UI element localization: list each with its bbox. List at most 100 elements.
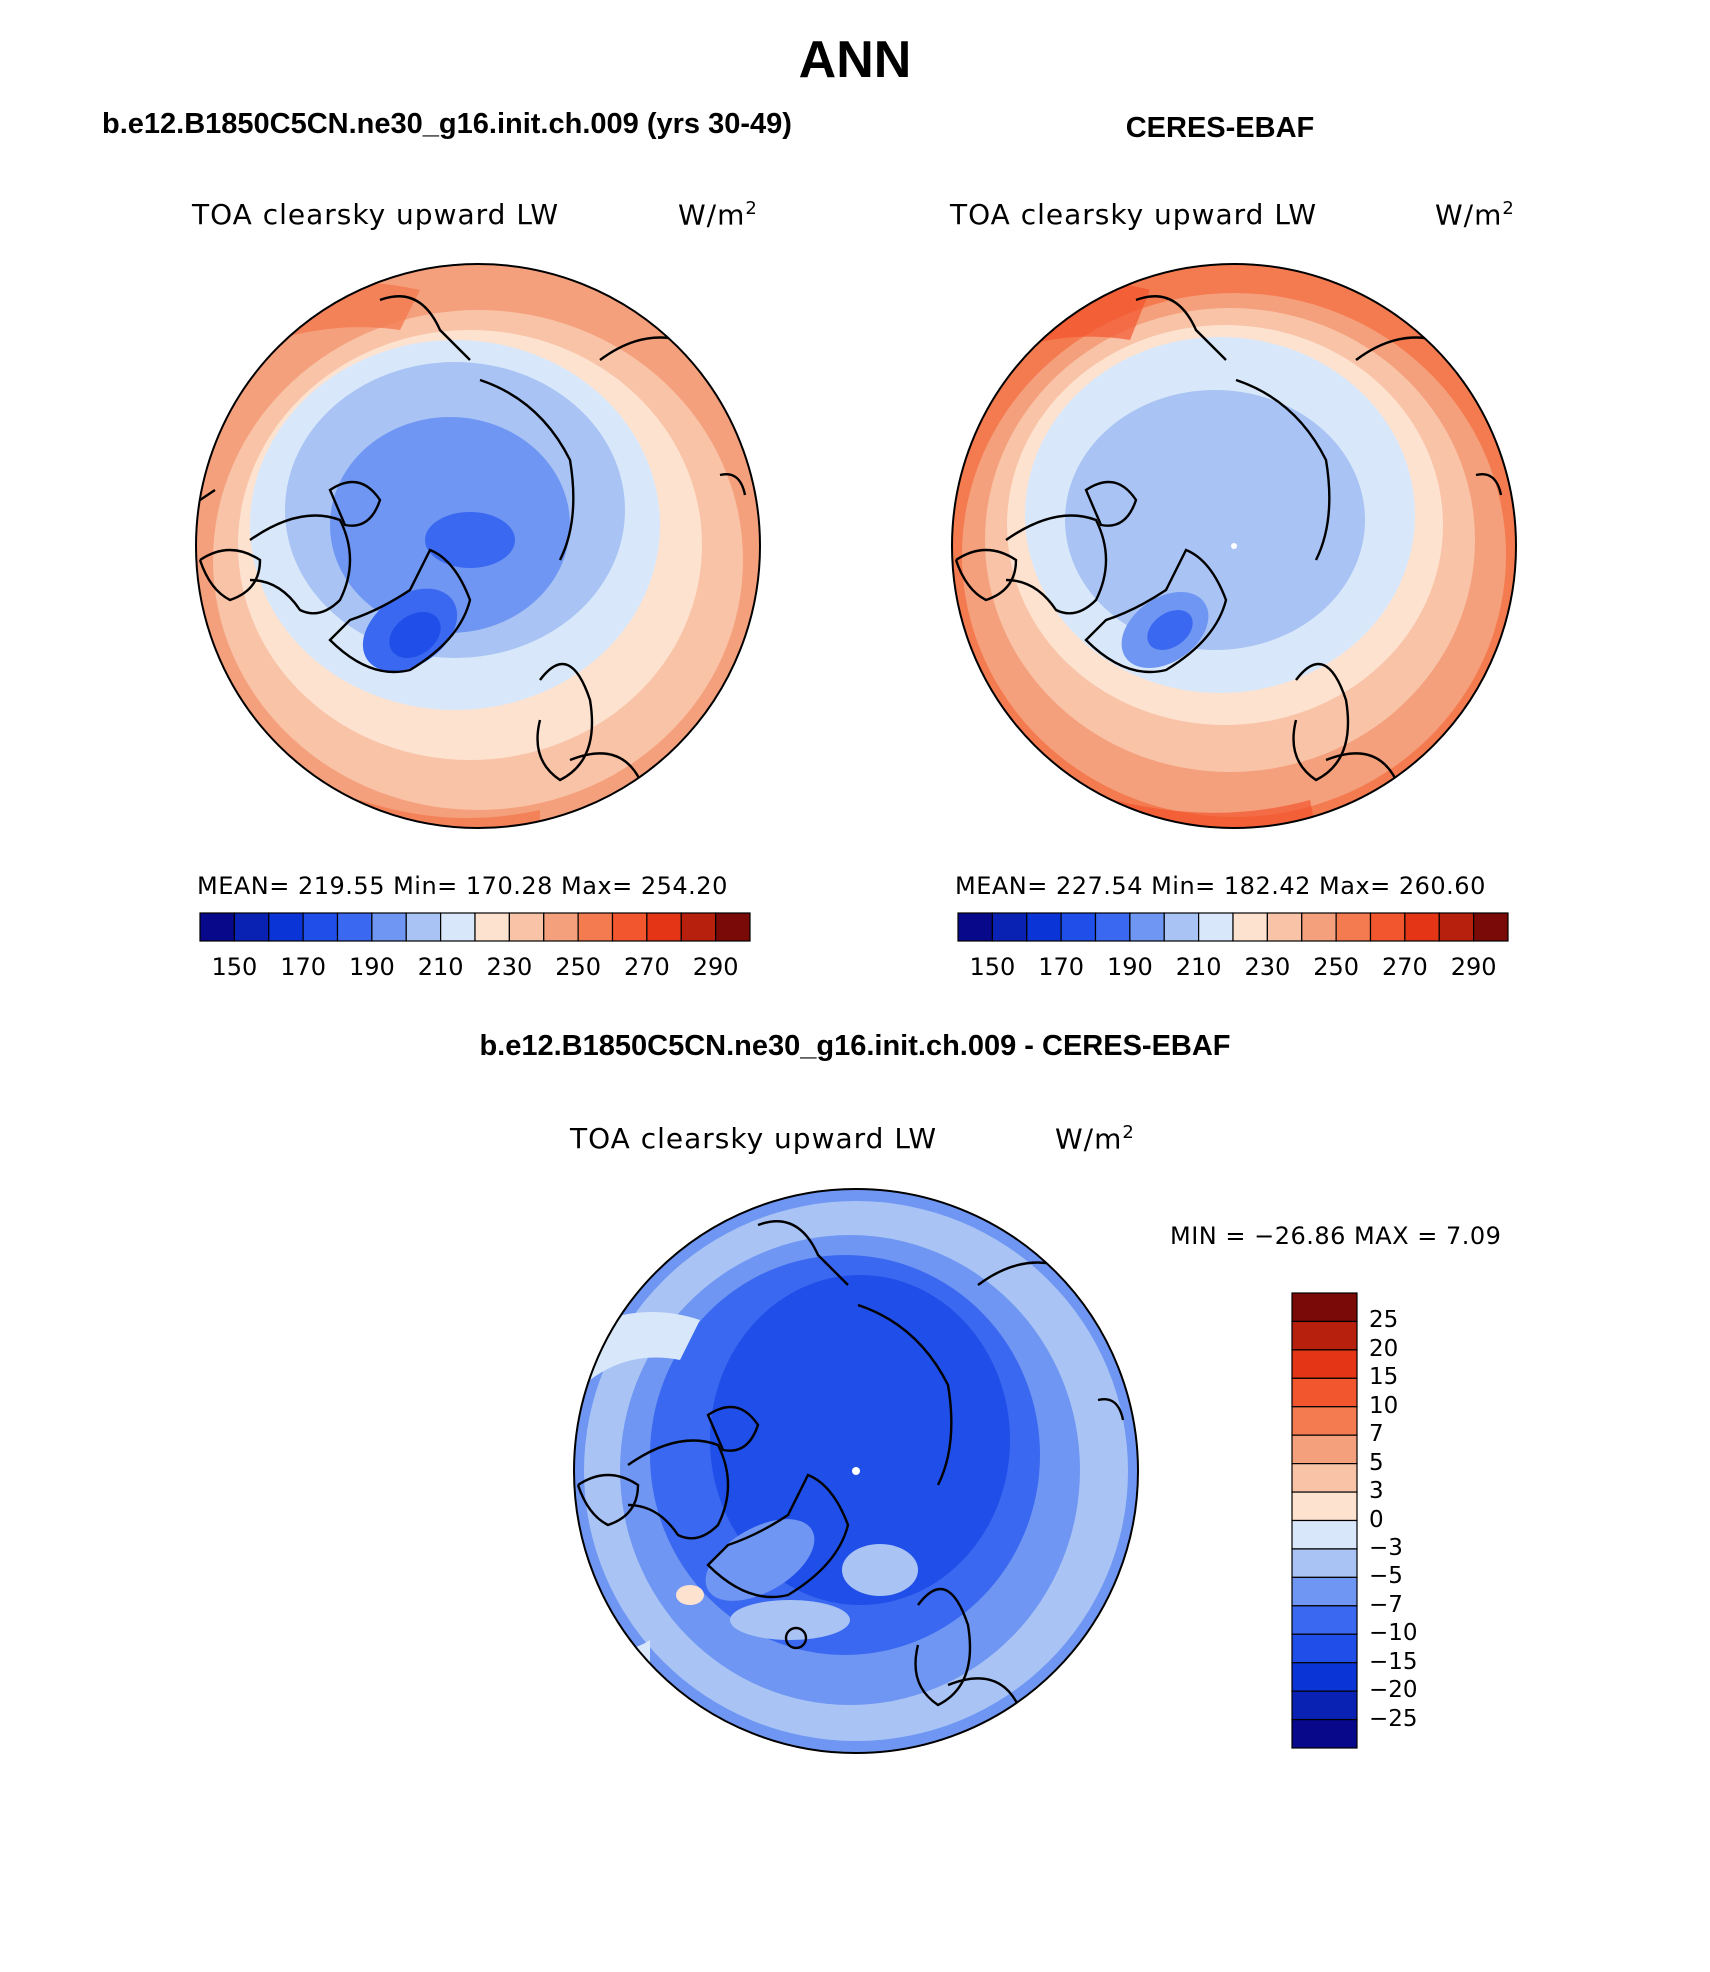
diff-colorbar-swatch [1291,1491,1358,1522]
model-colorbar-swatch [577,912,614,942]
model-colorbar-swatch [680,912,717,942]
model-colorbar-tick-label: 290 [692,953,739,981]
model-colorbar-swatch [233,912,270,942]
diff-colorbar-label: 10 [1369,1392,1399,1419]
model-colorbar-tick-label: 230 [486,953,533,981]
obs-colorbar-swatch [1198,912,1234,942]
obs-colorbar-swatch [1369,912,1406,942]
diff-stats: MIN = −26.86 MAX = 7.09 [1170,1222,1502,1250]
model-colorbar-swatch [268,912,304,942]
model-colorbar-tick-label: 150 [211,953,258,981]
model-colorbar-swatch [611,912,648,942]
model-stats: MEAN= 219.55 Min= 170.28 Max= 254.20 [197,872,728,900]
obs-colorbar-tick-label: 170 [1038,953,1085,981]
obs-colorbar-tick-label: 190 [1106,953,1153,981]
obs-colorbar-tick-label: 250 [1313,953,1360,981]
obs-panel-title: CERES-EBAF [1125,112,1315,144]
model-colorbar-tick-label: 170 [280,953,327,981]
obs-colorbar-swatch [1404,912,1440,942]
obs-colorbar-swatch [1335,912,1372,942]
obs-stats: MEAN= 227.54 Min= 182.42 Max= 260.60 [955,872,1486,900]
diff-colorbar-swatch [1291,1377,1358,1408]
diff-coastlines [576,1220,1125,1707]
model-colorbar-swatch [508,912,545,942]
model-colorbar-swatch [646,912,682,942]
diff-colorbar-label: 15 [1369,1364,1399,1391]
model-panel-title: b.e12.B1850C5CN.ne30_g16.init.ch.009 (yr… [102,108,792,140]
obs-colorbar [957,912,1509,942]
model-colorbar-swatch [474,912,510,942]
obs-units-label: W/m2 [1435,198,1515,232]
model-colorbar-swatch [405,912,442,942]
diff-colorbar-swatch [1291,1633,1358,1664]
obs-polar-map [951,263,1517,829]
diff-colorbar-label: −10 [1369,1620,1418,1647]
diff-colorbar-label: −5 [1369,1563,1403,1590]
diff-colorbar-swatch [1291,1320,1358,1351]
obs-colorbar-swatch [1301,912,1337,942]
obs-colorbar-tick-label: 230 [1244,953,1291,981]
model-colorbar-tick-label: 250 [555,953,602,981]
diff-colorbar-swatch [1291,1519,1358,1550]
diff-colorbar-label: 0 [1369,1506,1384,1533]
diff-colorbar-label: 20 [1369,1335,1399,1362]
diff-colorbar-swatch [1291,1718,1358,1749]
diff-colorbar-swatch [1291,1292,1358,1323]
diff-colorbar-swatch [1291,1662,1358,1692]
diff-colorbar-swatch [1291,1406,1358,1436]
diff-colorbar-label: −20 [1369,1677,1418,1704]
obs-colorbar-swatch [1473,912,1509,942]
model-colorbar-swatch [440,912,476,942]
diff-colorbar-swatch [1291,1349,1358,1379]
obs-colorbar-swatch [1060,912,1097,942]
diff-colorbar-swatch [1291,1434,1358,1465]
diff-variable-label: TOA clearsky upward LW [570,1122,938,1155]
diff-colorbar-label: 25 [1369,1307,1399,1334]
diff-colorbar-label: −7 [1369,1591,1403,1618]
diff-units-label: W/m2 [1055,1122,1135,1156]
model-colorbar-swatch [199,912,235,942]
model-polar-map [195,263,761,829]
model-colorbar-swatch [302,912,339,942]
obs-colorbar-swatch [1026,912,1062,942]
diff-polar-map [573,1188,1139,1754]
model-units-label: W/m2 [678,198,758,232]
diff-colorbar-swatch [1291,1548,1358,1578]
main-title: ANN [798,31,912,89]
model-colorbar-tick-label: 190 [348,953,395,981]
obs-coastlines [954,295,1503,782]
diff-colorbar-label: −3 [1369,1534,1403,1561]
diff-colorbar-swatch [1291,1576,1358,1607]
obs-colorbar-swatch [1438,912,1475,942]
diff-colorbar-swatch [1291,1605,1358,1635]
model-colorbar-swatch [715,912,751,942]
model-colorbar [199,912,751,942]
obs-colorbar-swatch [957,912,993,942]
model-colorbar-tick-label: 270 [623,953,670,981]
obs-colorbar-swatch [1129,912,1165,942]
obs-colorbar-tick-label: 210 [1175,953,1222,981]
diff-colorbar-label: 7 [1369,1421,1384,1448]
model-colorbar-swatch [371,912,407,942]
diff-colorbar-label: 5 [1369,1449,1384,1476]
diff-panel-title: b.e12.B1850C5CN.ne30_g16.init.ch.009 - C… [479,1030,1231,1062]
obs-colorbar-swatch [1094,912,1131,942]
obs-colorbar-swatch [1163,912,1200,942]
diff-colorbar-label: −25 [1369,1705,1418,1732]
obs-colorbar-tick-label: 150 [969,953,1016,981]
model-variable-label: TOA clearsky upward LW [192,198,560,231]
obs-colorbar-swatch [1232,912,1268,942]
diff-colorbar-label: 3 [1369,1478,1384,1505]
obs-colorbar-swatch [991,912,1028,942]
diff-colorbar-label: −15 [1369,1648,1418,1675]
diff-colorbar-swatch [1291,1463,1358,1493]
obs-variable-label: TOA clearsky upward LW [950,198,1318,231]
model-colorbar-swatch [336,912,373,942]
obs-colorbar-swatch [1266,912,1303,942]
model-colorbar-tick-label: 210 [417,953,464,981]
model-colorbar-swatch [543,912,579,942]
diff-colorbar [1291,1292,1358,1749]
diff-colorbar-swatch [1291,1690,1358,1721]
obs-colorbar-tick-label: 270 [1381,953,1428,981]
